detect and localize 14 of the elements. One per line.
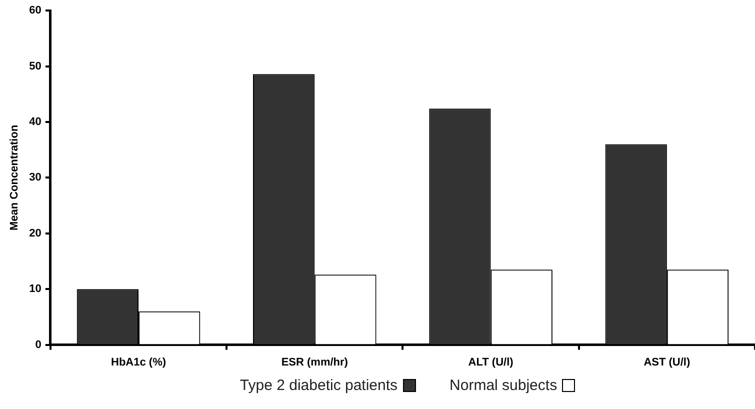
x-tick-label: HbA1c (%) bbox=[111, 356, 166, 368]
y-tick-label: 10 bbox=[29, 283, 42, 296]
y-tick-label: 0 bbox=[35, 338, 42, 351]
y-tick-label: 20 bbox=[29, 227, 42, 240]
x-tick-label: AST (U/l) bbox=[644, 356, 690, 368]
x-tick-label: ALT (U/l) bbox=[468, 356, 514, 368]
legend-label: Type 2 diabetic patients bbox=[240, 377, 398, 394]
y-tick-label: 50 bbox=[29, 60, 42, 72]
y-tick-label: 30 bbox=[29, 172, 42, 184]
x-tick-label: ESR (mm/hr) bbox=[281, 356, 348, 368]
y-tick-label: 60 bbox=[29, 4, 42, 17]
y-axis-title: Mean Concentration bbox=[8, 124, 21, 231]
y-tick-label: 40 bbox=[29, 116, 42, 128]
text: Normal subjects bbox=[450, 377, 558, 394]
